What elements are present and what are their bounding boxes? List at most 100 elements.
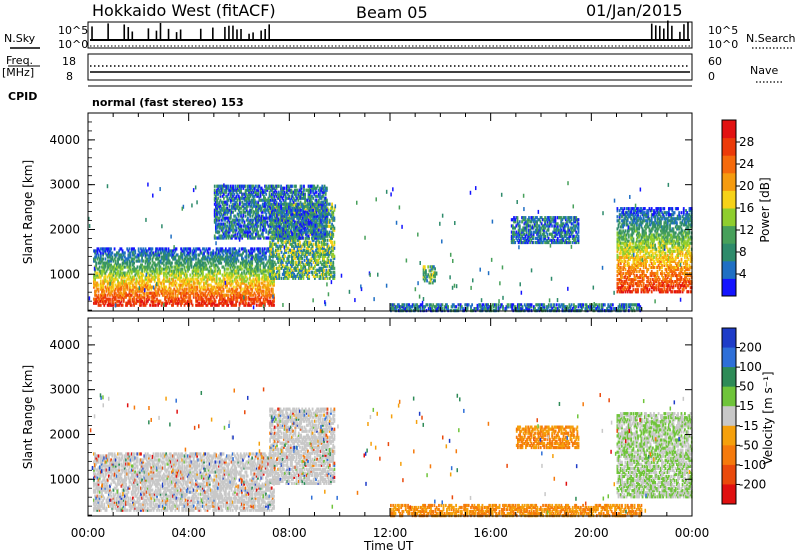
heatmap-cell: [278, 253, 280, 256]
heatmap-cell: [332, 261, 334, 264]
heatmap-cell: [239, 218, 241, 221]
heatmap-cell: [241, 288, 243, 291]
heatmap-cell: [227, 304, 229, 307]
heatmap-cell: [280, 201, 282, 204]
heatmap-cell: [304, 259, 306, 262]
heatmap-cell: [158, 278, 160, 281]
heatmap-cell: [274, 217, 276, 220]
heatmap-cell: [98, 253, 100, 256]
heatmap-cell: [329, 203, 331, 206]
nave-tick-bottom: 0: [708, 70, 715, 83]
heatmap-cell: [290, 224, 292, 227]
heatmap-cell: [163, 263, 165, 266]
heatmap-cell: [301, 185, 303, 188]
heatmap-cell: [257, 224, 259, 227]
heatmap-cell: [304, 193, 306, 196]
heatmap-cell: [208, 251, 210, 254]
heatmap-cell: [195, 253, 197, 256]
heatmap-cell: [131, 304, 133, 307]
heatmap-cell: [333, 247, 335, 250]
heatmap-cell: [114, 247, 116, 250]
heatmap-cell: [171, 261, 173, 264]
heatmap-cell: [295, 185, 297, 188]
heatmap-cell: [98, 288, 100, 291]
heatmap-cell: [288, 217, 290, 220]
heatmap-cell: [213, 278, 215, 281]
heatmap-cell: [142, 259, 144, 262]
heatmap-cell: [263, 261, 265, 264]
heatmap-cell: [258, 273, 260, 276]
heatmap-cell: [227, 267, 229, 270]
heatmap-cell: [259, 247, 261, 250]
heatmap-cell: [312, 271, 314, 274]
heatmap-cell: [281, 251, 283, 254]
heatmap-cell: [230, 247, 232, 250]
heatmap-cell: [137, 265, 139, 268]
heatmap-cell: [247, 217, 249, 220]
heatmap-cell: [292, 207, 294, 210]
heatmap-cell: [296, 261, 298, 264]
heatmap-cell: [313, 243, 315, 246]
heatmap-cell: [299, 241, 301, 244]
heatmap-cell: [257, 230, 259, 233]
heatmap-cell: [111, 251, 113, 254]
heatmap-cell: [166, 275, 168, 278]
heatmap-cell: [241, 267, 243, 270]
heatmap-cell: [236, 288, 238, 291]
heatmap-cell: [109, 298, 111, 301]
heatmap-cell: [302, 236, 304, 239]
heatmap-cell: [333, 227, 335, 230]
heatmap-cell: [266, 220, 268, 223]
heatmap-cell: [220, 261, 222, 264]
heatmap-cell: [189, 273, 191, 276]
heatmap-cell: [196, 286, 198, 289]
heatmap-cell: [176, 247, 178, 250]
heatmap-cell: [219, 269, 221, 272]
heatmap-cell: [292, 213, 294, 216]
heatmap-cell: [149, 304, 151, 307]
heatmap-cell: [245, 185, 247, 188]
heatmap-cell: [224, 267, 226, 270]
heatmap-cell: [223, 253, 225, 256]
noise-tick-bottom-left: 10^0: [58, 38, 88, 51]
heatmap-cell: [158, 259, 160, 262]
heatmap-cell: [171, 265, 173, 268]
heatmap-cell: [138, 247, 140, 250]
heatmap-cell: [234, 185, 236, 188]
heatmap-cell: [223, 288, 225, 291]
heatmap-cell: [105, 257, 107, 260]
freq-panel: Freq. [MHz] 18 8 60 0 Nave: [2, 54, 782, 83]
heatmap-cell: [292, 185, 294, 188]
heatmap-cell: [239, 247, 241, 250]
heatmap-cell: [241, 271, 243, 274]
heatmap-cell: [273, 230, 275, 233]
heatmap-cell: [214, 185, 216, 188]
heatmap-cell: [280, 222, 282, 225]
heatmap-cell: [227, 294, 229, 297]
heatmap-cell: [255, 185, 257, 188]
heatmap-cell: [102, 257, 104, 260]
heatmap-cell: [204, 286, 206, 289]
heatmap-cell: [165, 286, 167, 289]
heatmap-cell: [311, 263, 313, 266]
heatmap-cell: [95, 261, 97, 264]
heatmap-cell: [139, 259, 141, 262]
heatmap-cell: [269, 273, 271, 276]
cpid-value: normal (fast stereo) 153: [92, 96, 244, 109]
heatmap-cell: [228, 185, 230, 188]
heatmap-cell: [215, 300, 217, 303]
nave-label: Nave: [750, 64, 778, 77]
heatmap-cell: [233, 286, 235, 289]
heatmap-cell: [189, 247, 191, 250]
noise-sky-trace: [90, 21, 690, 40]
heatmap-cell: [212, 249, 214, 252]
heatmap-cell: [280, 205, 282, 208]
heatmap-cell: [328, 209, 330, 212]
heatmap-cell: [329, 247, 331, 250]
heatmap-cell: [265, 193, 267, 196]
heatmap-cell: [170, 288, 172, 291]
heatmap-cell: [264, 247, 266, 250]
freq-tick-bottom: 8: [66, 70, 73, 83]
